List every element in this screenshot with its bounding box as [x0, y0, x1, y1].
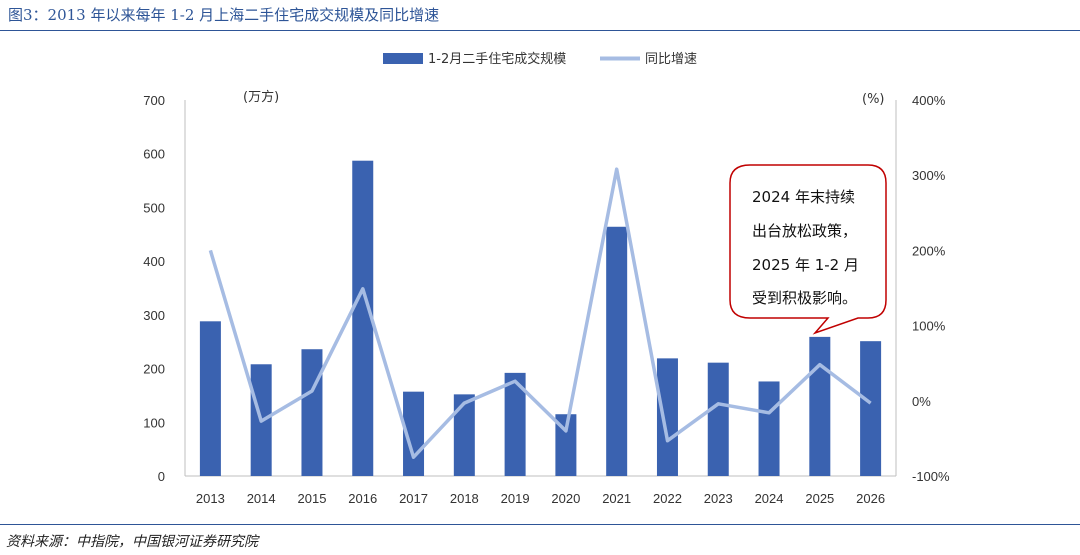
legend: 1-2月二手住宅成交规模 同比增速: [383, 51, 697, 67]
bar-2026: [860, 341, 882, 476]
bar-2016: [352, 160, 374, 476]
bar-2022: [656, 358, 678, 476]
annotation-callout: 2024 年末持续 出台放松政策， 2025 年 1-2 月 受到积极影响。: [729, 164, 887, 335]
left-tick-label: 500: [143, 200, 165, 215]
callout-line-4: 受到积极影响。: [752, 289, 857, 307]
title-rule: [0, 30, 1080, 31]
bar-2023: [707, 362, 729, 476]
right-tick-label: -100%: [912, 469, 950, 484]
x-tick-label: 2019: [501, 491, 530, 506]
bar-2017: [403, 391, 425, 476]
legend-bar-swatch: [383, 53, 423, 64]
bar-2015: [301, 349, 323, 476]
callout-line-3: 2025 年 1-2 月: [752, 256, 859, 274]
right-tick-label: 100%: [912, 319, 946, 334]
right-tick-label: 0%: [912, 394, 931, 409]
left-axis-unit: (万方): [243, 89, 279, 105]
x-tick-label: 2021: [602, 491, 631, 506]
source-note: 资料来源：中指院，中国银河证券研究院: [6, 534, 258, 550]
bar-2019: [504, 372, 526, 476]
callout-line-1: 2024 年末持续: [752, 188, 855, 206]
left-axis-ticks: 0 100 200 300 400 500 600 700: [143, 93, 165, 484]
left-tick-label: 700: [143, 93, 165, 108]
legend-line-label: 同比增速: [645, 52, 697, 67]
x-tick-label: 2013: [196, 491, 225, 506]
right-tick-label: 200%: [912, 243, 946, 258]
legend-bar-label: 1-2月二手住宅成交规模: [428, 51, 566, 67]
left-tick-label: 300: [143, 308, 165, 323]
combo-chart: 0 100 200 300 400 500 600 700 -100% 0% 100% 200% 30…: [143, 51, 950, 506]
x-tick-label: 2016: [348, 491, 377, 506]
right-tick-label: 300%: [912, 168, 946, 183]
left-tick-label: 600: [143, 147, 165, 162]
left-tick-label: 200: [143, 362, 165, 377]
bar-2021: [606, 226, 628, 476]
line-series: [208, 167, 872, 459]
left-tick-label: 400: [143, 254, 165, 269]
x-tick-label: 2014: [247, 491, 276, 506]
source-rule: [0, 524, 1080, 525]
left-tick-label: 0: [158, 469, 165, 484]
bar-2025: [809, 336, 831, 476]
figure-title: 图3：2013 年以来每年 1-2 月上海二手住宅成交规模及同比增速: [8, 6, 440, 24]
right-tick-label: 400%: [912, 93, 946, 108]
right-axis-ticks: -100% 0% 100% 200% 300% 400%: [912, 93, 950, 484]
x-tick-label: 2020: [551, 491, 580, 506]
x-tick-label: 2018: [450, 491, 479, 506]
left-tick-label: 100: [143, 415, 165, 430]
x-tick-label: 2022: [653, 491, 682, 506]
x-axis-ticks: 2013 2014 2015 2016 2017 2018 2019 2020 2021 2022…: [196, 491, 885, 506]
right-axis-unit: (%): [862, 92, 885, 107]
bar-2018: [453, 394, 475, 476]
callout-line-2: 出台放松政策，: [752, 222, 857, 240]
x-tick-label: 2017: [399, 491, 428, 506]
bar-2013: [199, 321, 221, 476]
x-tick-label: 2024: [755, 491, 784, 506]
callout-bubble: [729, 164, 887, 335]
growth-line: [208, 167, 872, 459]
bar-2020: [555, 414, 577, 476]
x-tick-label: 2015: [298, 491, 327, 506]
bar-series: [199, 160, 882, 476]
x-tick-label: 2023: [704, 491, 733, 506]
bar-2024: [758, 381, 780, 476]
x-tick-label: 2025: [805, 491, 834, 506]
x-tick-label: 2026: [856, 491, 885, 506]
